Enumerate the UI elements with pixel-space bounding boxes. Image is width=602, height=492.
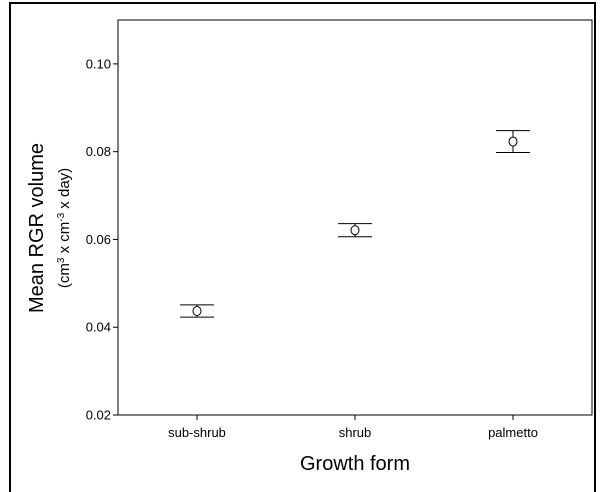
x-tick-label: shrub (339, 425, 372, 440)
mean-point-marker (192, 305, 202, 316)
y-tick-label: 0.02 (86, 408, 111, 423)
y-axis-title: Mean RGR volume (26, 143, 48, 313)
y-units-part: x cm (56, 222, 73, 258)
mean-point-marker (350, 225, 360, 236)
y-tick-label: 0.10 (86, 56, 111, 71)
x-tick-label: sub-shrub (168, 425, 226, 440)
chart-svg: 0.02 0.04 0.06 0.08 0.10 sub-shrub shrub palme… (26, 19, 593, 475)
y-units-part: x day) (56, 168, 73, 213)
y-units-part: (cm (56, 263, 73, 288)
y-tick-label: 0.08 (86, 144, 111, 159)
y-tick-label: 0.04 (86, 320, 111, 335)
figure-frame (9, 2, 596, 492)
data-marks (180, 130, 530, 318)
x-tick-label: palmetto (488, 425, 538, 440)
y-axis-units: (cm3 x cm-3 x day) (56, 168, 74, 288)
x-axis-title: Growth form (300, 453, 410, 475)
y-axis-ticks: 0.02 0.04 0.06 0.08 0.10 (86, 56, 118, 423)
x-axis-ticks: sub-shrub shrub palmetto (168, 415, 538, 440)
y-units-sup: -3 (56, 212, 67, 221)
mean-point-marker (508, 136, 518, 147)
y-units-sup: 3 (56, 257, 67, 263)
plot-area (117, 19, 593, 416)
y-tick-label: 0.06 (86, 232, 111, 247)
